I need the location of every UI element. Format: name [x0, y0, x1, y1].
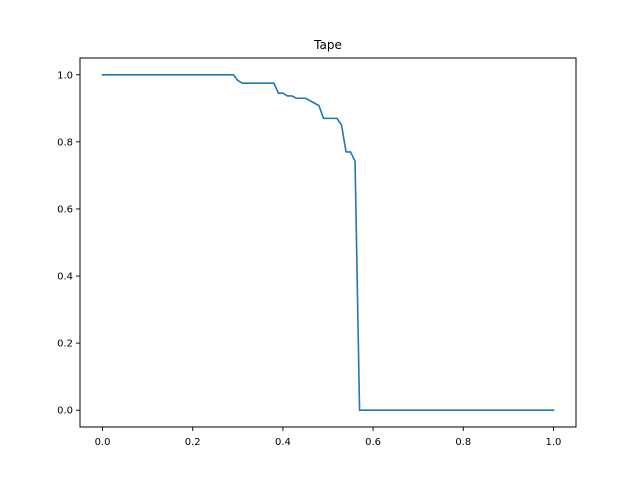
y-tick-label: 0.4 [57, 272, 73, 283]
x-tick-label: 0.4 [275, 437, 291, 448]
series-layer [101, 73, 555, 412]
x-tick-label: 1.0 [546, 437, 562, 448]
y-tick-label: 0.0 [57, 406, 73, 417]
x-axis: 0.0 0.2 0.4 0.6 0.8 1.0 [95, 427, 562, 448]
y-tick-label: 0.6 [57, 204, 73, 215]
chart-title: Tape [313, 38, 342, 52]
series-line-0 [101, 73, 555, 412]
x-tick-label: 0.6 [365, 437, 381, 448]
plot-frame [79, 57, 577, 428]
y-tick-label: 0.2 [57, 339, 73, 350]
x-tick-label: 0.2 [185, 437, 201, 448]
x-tick-label: 0.8 [455, 437, 471, 448]
y-tick-label: 0.8 [57, 137, 73, 148]
y-axis: 0.0 0.2 0.4 0.6 0.8 1.0 [57, 70, 80, 417]
x-tick-label: 0.0 [95, 437, 111, 448]
y-tick-label: 1.0 [57, 70, 73, 81]
